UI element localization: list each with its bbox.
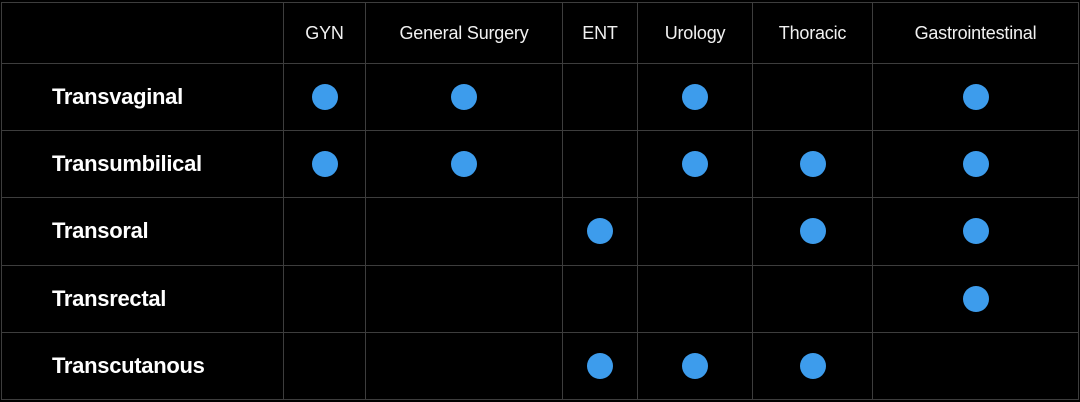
filled-circle-icon: [799, 218, 826, 245]
table-row: Transumbilical: [1, 130, 1079, 199]
filled-circle-icon: [682, 151, 708, 178]
matrix-cell-empty: [283, 264, 366, 333]
matrix-cell-empty: [872, 331, 1079, 401]
matrix-cell-marked: [752, 331, 873, 401]
corner-cell: [1, 2, 284, 64]
filled-circle-icon: [799, 151, 826, 178]
matrix-cell-empty: [752, 264, 873, 333]
column-header-thoracic: Thoracic: [752, 2, 873, 64]
column-header-gyn: GYN: [283, 2, 366, 64]
matrix-cell-empty: [562, 130, 638, 199]
matrix-cell-marked: [752, 130, 873, 199]
column-header-ent: ENT: [562, 2, 638, 64]
table-row: Transrectal: [1, 264, 1079, 333]
filled-circle-icon: [311, 84, 338, 111]
matrix-cell-marked: [637, 130, 753, 199]
header-row: GYN General Surgery ENT Urology Thoracic Gast…: [1, 2, 1079, 64]
column-header-gastrointestinal: Gastrointestinal: [872, 2, 1079, 64]
matrix-body: Transvaginal Transumbilical Transoral Trans…: [1, 62, 1079, 401]
matrix-cell-empty: [562, 62, 638, 132]
row-label: Transrectal: [1, 264, 284, 333]
matrix-cell-marked: [637, 331, 753, 401]
matrix-cell-marked: [283, 62, 366, 132]
filled-circle-icon: [682, 352, 708, 379]
matrix-cell-marked: [283, 130, 366, 199]
matrix-cell-marked: [872, 264, 1079, 333]
matrix-cell-marked: [752, 197, 873, 266]
matrix-cell-marked: [562, 197, 638, 266]
filled-circle-icon: [962, 218, 989, 245]
row-label: Transcutanous: [1, 331, 284, 401]
matrix-cell-empty: [365, 331, 563, 401]
matrix-cell-empty: [283, 331, 366, 401]
column-header-general-surgery: General Surgery: [365, 2, 563, 64]
matrix-cell-empty: [637, 197, 753, 266]
filled-circle-icon: [962, 84, 989, 111]
row-label: Transvaginal: [1, 62, 284, 132]
filled-circle-icon: [799, 352, 826, 379]
matrix-cell-marked: [365, 62, 563, 132]
filled-circle-icon: [587, 218, 613, 245]
matrix-cell-marked: [872, 130, 1079, 199]
filled-circle-icon: [451, 151, 477, 178]
table-row: Transvaginal: [1, 62, 1079, 132]
filled-circle-icon: [451, 84, 477, 111]
matrix-cell-empty: [562, 264, 638, 333]
filled-circle-icon: [962, 285, 989, 312]
filled-circle-icon: [962, 151, 989, 178]
column-header-urology: Urology: [637, 2, 753, 64]
matrix-cell-marked: [872, 197, 1079, 266]
matrix-cell-empty: [365, 264, 563, 333]
matrix-cell-marked: [637, 62, 753, 132]
row-label: Transoral: [1, 197, 284, 266]
table-row: Transcutanous: [1, 331, 1079, 401]
matrix-cell-empty: [365, 197, 563, 266]
matrix-cell-marked: [562, 331, 638, 401]
matrix-cell-empty: [752, 62, 873, 132]
row-label: Transumbilical: [1, 130, 284, 199]
matrix-cell-empty: [283, 197, 366, 266]
filled-circle-icon: [311, 151, 338, 178]
table-row: Transoral: [1, 197, 1079, 266]
matrix-cell-empty: [637, 264, 753, 333]
matrix-cell-marked: [872, 62, 1079, 132]
matrix-cell-marked: [365, 130, 563, 199]
filled-circle-icon: [682, 84, 708, 111]
filled-circle-icon: [587, 352, 613, 379]
